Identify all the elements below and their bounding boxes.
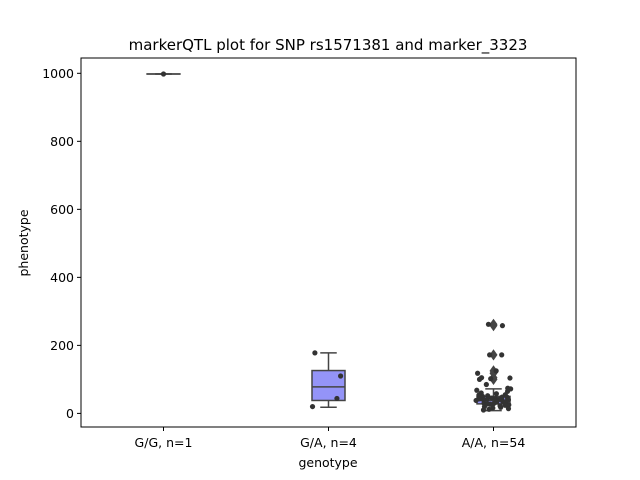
chart-title: markerQTL plot for SNP rs1571381 and mar…	[129, 36, 528, 55]
y-axis: 0 200 400 600 800 1000	[42, 66, 81, 421]
data-point	[489, 395, 495, 401]
x-axis-title: genotype	[298, 455, 357, 470]
data-point	[499, 352, 505, 358]
data-point	[498, 404, 504, 410]
plot-area	[146, 71, 514, 413]
outlier-marker	[489, 349, 498, 361]
y-tick-label: 1000	[42, 66, 74, 81]
data-point	[337, 373, 344, 379]
data-point	[334, 395, 340, 402]
x-axis: G/G, n=1 G/A, n=4 A/A, n=54	[135, 427, 526, 450]
box-group	[146, 71, 181, 77]
data-point	[485, 321, 492, 327]
outlier-marker	[489, 320, 498, 332]
box-group	[473, 318, 514, 413]
data-point	[474, 387, 480, 393]
data-point	[473, 397, 479, 404]
data-point	[505, 406, 512, 412]
data-point	[499, 323, 506, 329]
data-point	[493, 391, 499, 397]
data-point	[487, 401, 493, 407]
data-point	[312, 350, 318, 356]
data-point	[483, 381, 489, 388]
data-point	[476, 376, 483, 382]
x-tick-label: A/A, n=54	[462, 435, 526, 450]
data-point	[486, 406, 492, 412]
data-point	[487, 352, 493, 358]
y-tick-label: 400	[50, 270, 74, 285]
data-point	[480, 407, 487, 413]
data-point	[488, 376, 494, 382]
data-point	[502, 402, 508, 408]
data-point	[493, 368, 499, 374]
data-point	[507, 375, 513, 381]
y-axis-title: phenotype	[16, 209, 31, 276]
plot-frame	[80, 57, 577, 428]
y-tick-label: 0	[66, 406, 74, 421]
data-point	[160, 71, 167, 77]
x-tick-label: G/A, n=4	[300, 435, 357, 450]
box-group	[309, 350, 346, 410]
data-point	[475, 370, 481, 376]
data-point	[309, 403, 316, 410]
y-tick-label: 800	[50, 134, 74, 149]
x-tick-label: G/G, n=1	[135, 435, 193, 450]
y-tick-label: 600	[50, 202, 74, 217]
y-tick-label: 200	[50, 338, 74, 353]
